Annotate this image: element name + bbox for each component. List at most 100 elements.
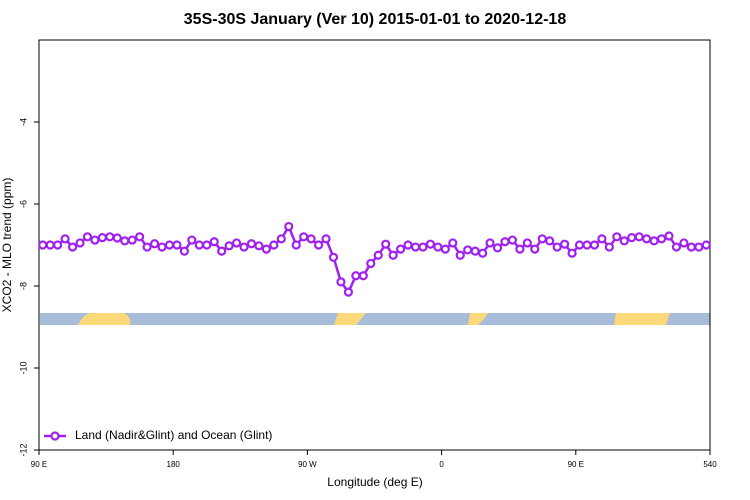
point [321,234,331,244]
point [45,240,55,250]
point [612,232,622,242]
point [694,242,704,252]
point [127,235,137,245]
point [395,244,406,254]
point [269,240,279,250]
x-tick-label: 0 [439,460,444,469]
point [485,238,495,248]
point [418,242,428,252]
point [75,238,85,248]
point [231,238,242,248]
point [336,277,346,287]
point [492,243,503,253]
point [194,240,204,250]
point [82,232,93,242]
point [642,234,652,244]
y-axis-label: XCO2 - MLO trend (ppm) [0,178,14,313]
legend-marker [50,431,60,441]
point [656,234,667,244]
land [614,313,670,325]
point [403,240,413,250]
point [619,236,629,246]
point [358,271,368,281]
point [552,242,562,252]
point [448,238,458,248]
point [261,244,271,254]
point [120,236,130,246]
ocean [40,313,710,325]
point [179,246,189,256]
point [351,271,361,281]
land [78,313,131,325]
point [202,240,212,250]
point [500,237,510,247]
point [671,242,682,252]
y-tick-label: -6 [18,200,28,208]
point [537,234,547,244]
point [299,232,309,242]
point [582,240,592,250]
point [366,258,376,269]
y-tick-label: -10 [18,361,28,374]
point [149,239,160,249]
point [112,233,122,243]
point [463,245,473,255]
point [246,239,257,249]
point [455,250,465,260]
point [67,242,78,252]
point [313,240,324,250]
land-ocean-strip [40,313,710,325]
point [567,248,577,258]
point [679,238,689,248]
x-tick-label: 180 [167,460,181,469]
point [254,241,264,251]
point [343,287,354,297]
y-tick-label: -4 [18,118,28,126]
point [507,235,518,245]
point [224,241,234,251]
point [306,234,316,244]
point [328,252,339,262]
point [545,236,555,246]
point [664,231,674,241]
point [60,234,70,244]
point [38,240,48,250]
point [381,239,391,249]
point [373,250,383,260]
point [522,238,532,248]
point [97,233,107,243]
legend-label: Land (Nadir&Glint) and Ocean (Glint) [75,428,272,442]
land [334,313,366,325]
point [239,242,249,252]
y-tick-label: -12 [18,443,28,456]
point [515,244,525,254]
point [105,232,115,242]
point [627,233,637,243]
chart-title: 35S-30S January (Ver 10) 2015-01-01 to 2… [184,11,567,28]
point [440,244,450,254]
point [157,242,167,252]
point [597,234,607,244]
point [470,246,480,256]
point [388,250,398,260]
x-tick-label: 540 [703,460,717,469]
land [468,313,488,325]
point [276,234,286,244]
x-tick-label: 90 E [31,460,47,469]
point [649,236,659,246]
point [142,242,152,252]
point [701,240,711,250]
point [209,237,219,247]
point [604,242,614,252]
point [164,240,175,250]
point [187,235,197,245]
point [530,244,540,254]
point [560,239,570,249]
y-tick-label: -8 [18,282,28,290]
x-tick-label: 90 W [298,460,317,469]
x-axis-label: Longitude (deg E) [327,475,422,489]
point [589,240,600,250]
point [135,232,145,242]
point [410,242,421,252]
